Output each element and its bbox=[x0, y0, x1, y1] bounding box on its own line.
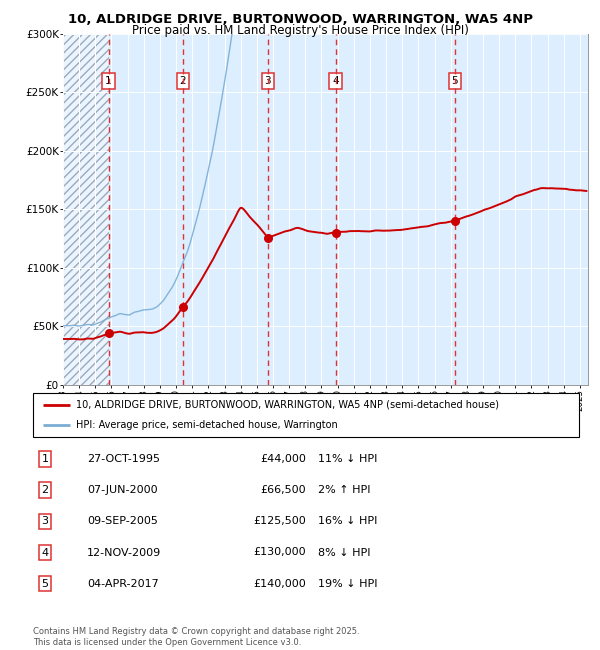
Text: 8% ↓ HPI: 8% ↓ HPI bbox=[318, 547, 371, 558]
Text: 07-JUN-2000: 07-JUN-2000 bbox=[87, 485, 158, 495]
Text: 10, ALDRIDGE DRIVE, BURTONWOOD, WARRINGTON, WA5 4NP: 10, ALDRIDGE DRIVE, BURTONWOOD, WARRINGT… bbox=[67, 13, 533, 26]
Bar bbox=[63, 34, 109, 385]
Text: 1: 1 bbox=[41, 454, 49, 464]
Text: £130,000: £130,000 bbox=[253, 547, 306, 558]
Text: 11% ↓ HPI: 11% ↓ HPI bbox=[318, 454, 377, 464]
Text: 12-NOV-2009: 12-NOV-2009 bbox=[87, 547, 161, 558]
Text: 2: 2 bbox=[180, 76, 187, 86]
Text: 27-OCT-1995: 27-OCT-1995 bbox=[87, 454, 160, 464]
Text: 1: 1 bbox=[105, 76, 112, 86]
Text: £66,500: £66,500 bbox=[260, 485, 306, 495]
FancyBboxPatch shape bbox=[33, 393, 579, 437]
Text: 16% ↓ HPI: 16% ↓ HPI bbox=[318, 516, 377, 526]
Text: 5: 5 bbox=[41, 578, 49, 589]
Text: £44,000: £44,000 bbox=[260, 454, 306, 464]
Text: 04-APR-2017: 04-APR-2017 bbox=[87, 578, 159, 589]
Text: Contains HM Land Registry data © Crown copyright and database right 2025.
This d: Contains HM Land Registry data © Crown c… bbox=[33, 627, 359, 647]
Text: £125,500: £125,500 bbox=[253, 516, 306, 526]
Text: 4: 4 bbox=[41, 547, 49, 558]
Text: 5: 5 bbox=[451, 76, 458, 86]
Text: Price paid vs. HM Land Registry's House Price Index (HPI): Price paid vs. HM Land Registry's House … bbox=[131, 24, 469, 37]
Text: 2: 2 bbox=[41, 485, 49, 495]
Text: 10, ALDRIDGE DRIVE, BURTONWOOD, WARRINGTON, WA5 4NP (semi-detached house): 10, ALDRIDGE DRIVE, BURTONWOOD, WARRINGT… bbox=[76, 400, 499, 410]
Text: 3: 3 bbox=[265, 76, 271, 86]
Text: 4: 4 bbox=[332, 76, 339, 86]
Bar bbox=[63, 34, 109, 385]
Text: 19% ↓ HPI: 19% ↓ HPI bbox=[318, 578, 377, 589]
Text: 3: 3 bbox=[41, 516, 49, 526]
Text: HPI: Average price, semi-detached house, Warrington: HPI: Average price, semi-detached house,… bbox=[76, 420, 337, 430]
Text: 09-SEP-2005: 09-SEP-2005 bbox=[87, 516, 158, 526]
Text: 2% ↑ HPI: 2% ↑ HPI bbox=[318, 485, 371, 495]
Text: £140,000: £140,000 bbox=[253, 578, 306, 589]
